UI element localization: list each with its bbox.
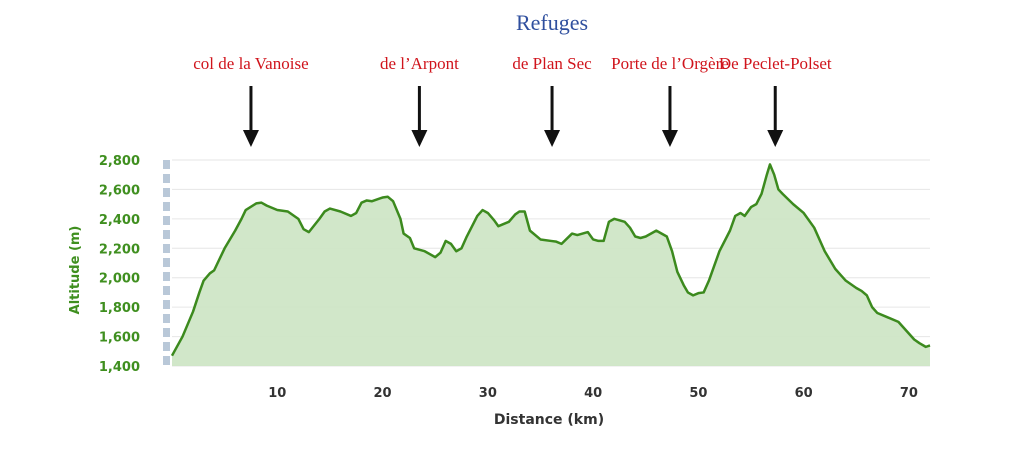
- axis-strip-segment: [163, 216, 170, 225]
- refuge-label: col de la Vanoise: [193, 54, 308, 73]
- y-axis-ticks: 1,400 1,600 1,800 2,000 2,200 2,400 2,600 2,800: [99, 154, 140, 375]
- y-tick-label: 2,400: [99, 213, 140, 228]
- axis-strip-segment: [163, 342, 170, 351]
- y-tick-label: 2,800: [99, 154, 140, 169]
- axis-strip-segment: [163, 160, 170, 169]
- x-tick-label: 30: [479, 386, 497, 401]
- down-arrow-icon: [411, 130, 428, 147]
- refuge-label: Porte de l’Orgère: [611, 54, 729, 73]
- chart-title: Refuges: [516, 10, 588, 35]
- axis-strip-segment: [163, 272, 170, 281]
- axis-strip-segment: [163, 286, 170, 295]
- y-tick-label: 2,200: [99, 242, 140, 257]
- axis-strip-segment: [163, 244, 170, 253]
- x-tick-label: 50: [689, 386, 707, 401]
- x-tick-label: 10: [268, 386, 286, 401]
- y-tick-label: 2,600: [99, 183, 140, 198]
- refuge-label: de Plan Sec: [512, 54, 592, 73]
- axis-strip-segment: [163, 356, 170, 365]
- down-arrow-icon: [242, 130, 259, 147]
- axis-strip-segment: [163, 314, 170, 323]
- altitude-line: [170, 163, 931, 357]
- axis-strip-segment: [163, 174, 170, 183]
- x-tick-label: 60: [795, 386, 813, 401]
- y-axis-label: Altitude (m): [68, 226, 83, 315]
- axis-strip-segment: [163, 328, 170, 337]
- y-tick-label: 2,000: [99, 272, 140, 287]
- axis-strip-segment: [163, 300, 170, 309]
- x-axis-ticks: 10 20 30 40 50 60 70: [268, 386, 918, 401]
- x-axis-label: Distance (km): [494, 412, 604, 428]
- axis-strip-segment: [163, 188, 170, 197]
- y-tick-label: 1,400: [99, 360, 140, 375]
- down-arrow-icon: [767, 130, 784, 147]
- refuge-label: de l’Arpont: [380, 54, 459, 73]
- refuge-label: De Peclet-Polset: [719, 54, 832, 73]
- refuge-annotations: col de la Vanoise de l’Arpont de Plan Sec P…: [193, 54, 832, 147]
- down-arrow-icon: [544, 130, 561, 147]
- down-arrow-icon: [661, 130, 678, 147]
- x-tick-label: 40: [584, 386, 602, 401]
- y-tick-label: 1,600: [99, 331, 140, 346]
- x-tick-label: 20: [374, 386, 392, 401]
- axis-strip-segment: [163, 230, 170, 239]
- altitude-area-fill: [172, 164, 930, 366]
- axis-strip-segment: [163, 258, 170, 267]
- y-tick-label: 1,800: [99, 301, 140, 316]
- plot-area: [170, 163, 931, 366]
- x-tick-label: 70: [900, 386, 918, 401]
- axis-strip-segment: [163, 202, 170, 211]
- y-axis-strip: [163, 160, 170, 365]
